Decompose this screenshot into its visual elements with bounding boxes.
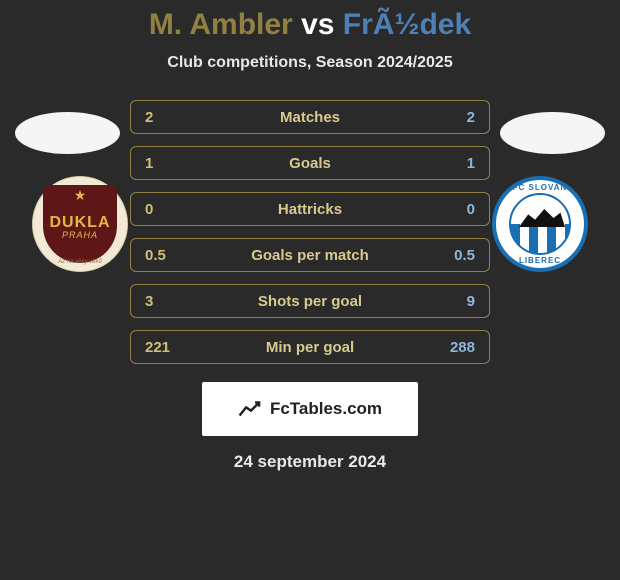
dukla-shield-icon: ★ DUKLA PRAHA <box>43 185 117 263</box>
dukla-line2: PRAHA <box>62 230 98 240</box>
stat-label: Hattricks <box>193 201 427 218</box>
slovan-inner-icon <box>509 193 571 255</box>
player1-name: M. Ambler <box>149 8 293 41</box>
main-row: ★ DUKLA PRAHA Až na věky věků 2 Matches … <box>0 100 620 364</box>
watermark-text: FcTables.com <box>270 399 382 419</box>
stat-left-value: 221 <box>145 339 193 356</box>
stat-row-mpg: 221 Min per goal 288 <box>130 330 490 364</box>
stat-right-value: 2 <box>427 109 475 126</box>
vs-separator: vs <box>301 8 334 41</box>
stat-right-value: 9 <box>427 293 475 310</box>
stat-right-value: 0 <box>427 201 475 218</box>
stat-left-value: 1 <box>145 155 193 172</box>
stat-label: Goals per match <box>193 247 427 264</box>
club-badge-dukla: ★ DUKLA PRAHA Až na věky věků <box>32 176 128 272</box>
stat-left-value: 3 <box>145 293 193 310</box>
stat-row-spg: 3 Shots per goal 9 <box>130 284 490 318</box>
stat-right-value: 1 <box>427 155 475 172</box>
subtitle: Club competitions, Season 2024/2025 <box>0 54 620 72</box>
mountain-icon <box>519 209 565 227</box>
dukla-motto: Až na věky věků <box>58 259 102 265</box>
left-column: ★ DUKLA PRAHA Až na věky věků <box>10 100 130 272</box>
page-title: M. Ambler vs FrÃ½dek <box>0 8 620 42</box>
stat-left-value: 2 <box>145 109 193 126</box>
stat-label: Min per goal <box>193 339 427 356</box>
stat-label: Shots per goal <box>193 293 427 310</box>
stat-right-value: 0.5 <box>427 247 475 264</box>
stat-row-goals: 1 Goals 1 <box>130 146 490 180</box>
stat-row-hattricks: 0 Hattricks 0 <box>130 192 490 226</box>
player1-photo-placeholder <box>15 112 120 154</box>
slovan-bottom-text: LIBEREC <box>496 256 584 265</box>
stat-left-value: 0 <box>145 201 193 218</box>
stat-left-value: 0.5 <box>145 247 193 264</box>
player2-photo-placeholder <box>500 112 605 154</box>
watermark-badge: FcTables.com <box>202 382 418 436</box>
slovan-top-text: FC SLOVAN <box>496 183 584 192</box>
right-column: FC SLOVAN LIBEREC <box>490 100 610 272</box>
chart-icon <box>238 399 264 419</box>
club-badge-slovan: FC SLOVAN LIBEREC <box>492 176 588 272</box>
comparison-card: M. Ambler vs FrÃ½dek Club competitions, … <box>0 0 620 472</box>
stat-row-matches: 2 Matches 2 <box>130 100 490 134</box>
player2-name: FrÃ½dek <box>343 8 471 41</box>
stat-row-gpm: 0.5 Goals per match 0.5 <box>130 238 490 272</box>
stat-label: Matches <box>193 109 427 126</box>
stats-table: 2 Matches 2 1 Goals 1 0 Hattricks 0 0.5 … <box>130 100 490 364</box>
stat-label: Goals <box>193 155 427 172</box>
footer-date: 24 september 2024 <box>0 452 620 472</box>
stat-right-value: 288 <box>427 339 475 356</box>
star-icon: ★ <box>74 187 87 204</box>
